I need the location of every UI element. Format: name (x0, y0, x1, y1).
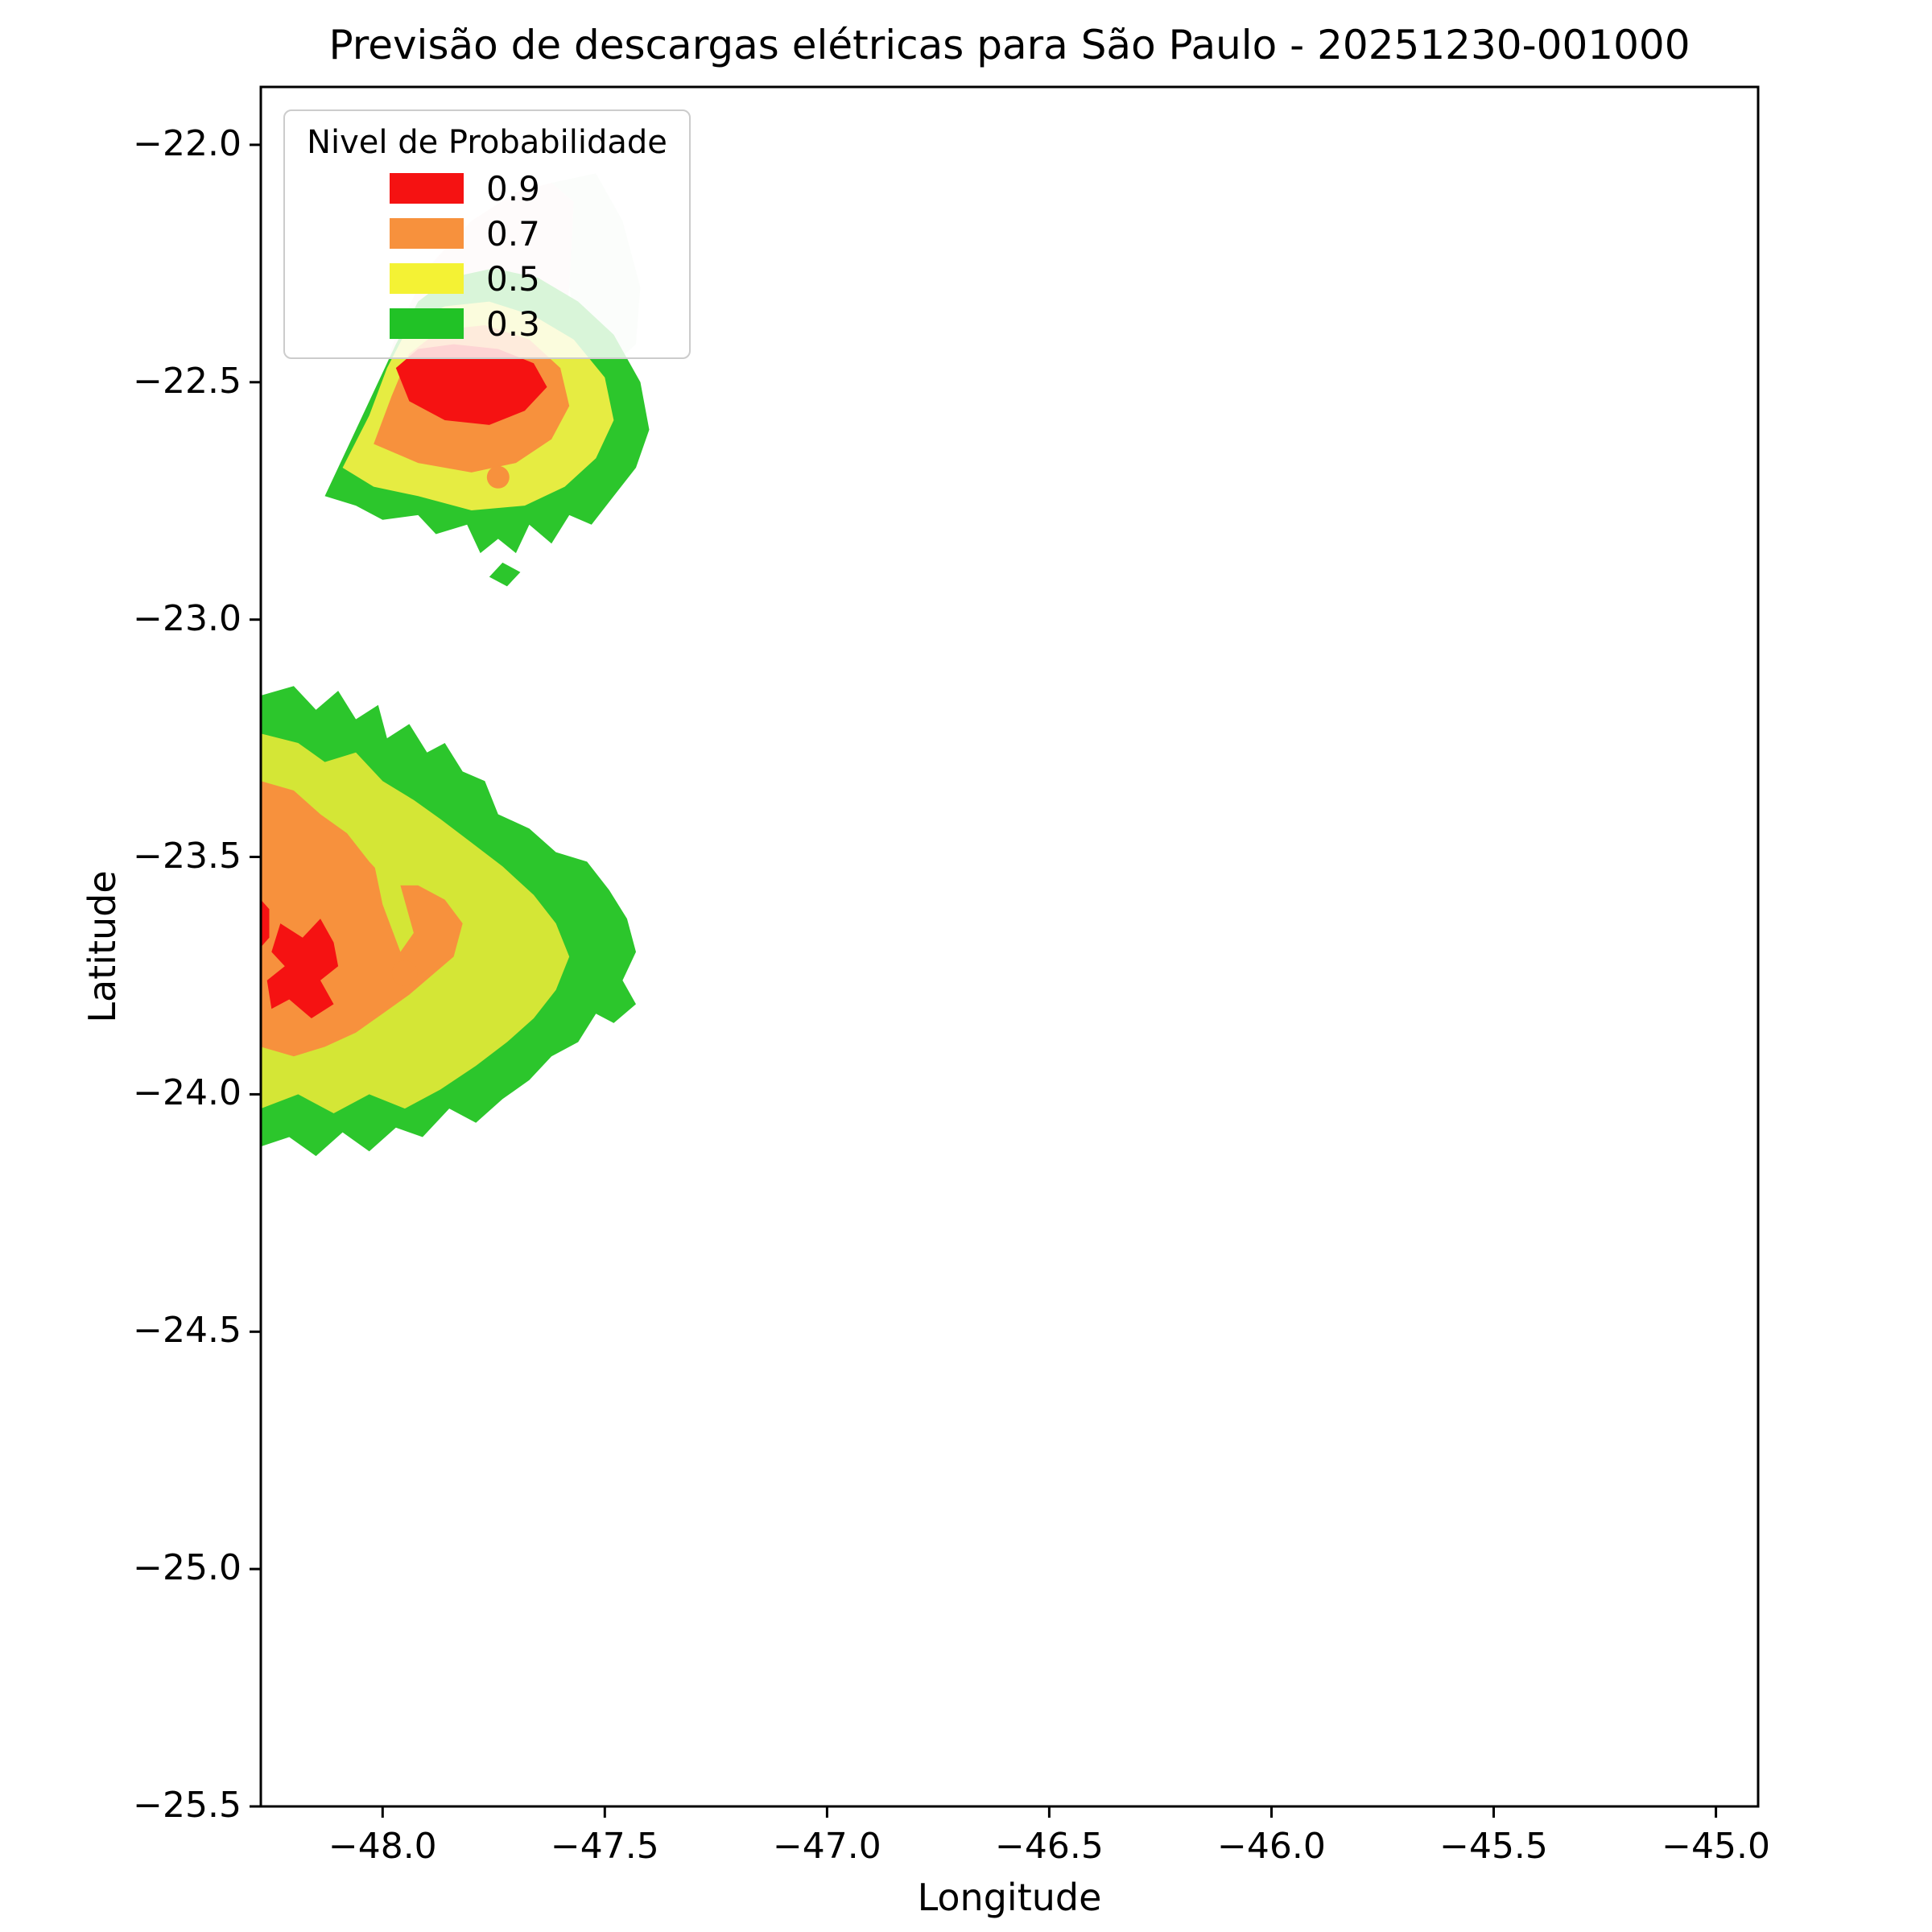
y-tick-label: −24.5 (133, 1310, 242, 1352)
legend-entry-label: 0.7 (486, 213, 540, 254)
legend-color-patch (390, 263, 464, 294)
y-tick-label: −25.5 (133, 1785, 242, 1826)
y-tick-label: −24.0 (133, 1072, 242, 1114)
legend-entry-label: 0.9 (486, 168, 540, 208)
contour-region-south-red-edge-sliver (261, 899, 270, 947)
x-tick-label: −45.0 (1662, 1826, 1770, 1867)
x-tick-label: −46.0 (1217, 1826, 1326, 1867)
axes-frame (259, 85, 1760, 1808)
legend-entry-0.7: 0.7 (296, 211, 678, 256)
marker-orange-dot-north (486, 465, 510, 489)
legend-entry-0.5: 0.5 (296, 256, 678, 301)
contour-region-north-red-0.9 (395, 344, 547, 425)
legend-color-patch (390, 308, 464, 339)
contour-region-south-yellowgreen-tongue (374, 842, 414, 952)
x-tick-label: −48.0 (328, 1826, 437, 1867)
y-tick-label: −23.5 (133, 835, 242, 877)
y-tick-label: −22.0 (133, 122, 242, 164)
legend-title: Nivel de Probabilidade (307, 124, 667, 161)
contour-region-north-green-island (489, 562, 521, 587)
legend-entry-0.9: 0.9 (296, 166, 678, 211)
legend-entries: 0.9 0.7 0.5 0.3 (296, 166, 678, 346)
legend-entry-0.3: 0.3 (296, 301, 678, 346)
legend: Nivel de Probabilidade 0.9 0.7 0.5 0.3 (283, 109, 691, 359)
x-axis-label: Longitude (917, 1876, 1102, 1919)
marker-orange-dot-south (391, 960, 418, 986)
y-tick-label: −25.0 (133, 1547, 242, 1589)
contour-region-south-red-0.9 (266, 919, 339, 1018)
y-tick-label: −22.5 (133, 360, 242, 402)
legend-color-patch (390, 218, 464, 249)
legend-entry-label: 0.5 (486, 258, 540, 299)
legend-entry-label: 0.3 (486, 303, 540, 344)
chart-title: Previsão de descargas elétricas para São… (328, 22, 1690, 68)
x-tick-label: −46.5 (994, 1826, 1104, 1867)
legend-color-patch (390, 173, 464, 204)
x-tick-label: −45.5 (1439, 1826, 1548, 1867)
y-tick-label: −23.0 (133, 597, 242, 639)
x-tick-label: −47.0 (772, 1826, 881, 1867)
x-tick-label: −47.5 (550, 1826, 659, 1867)
